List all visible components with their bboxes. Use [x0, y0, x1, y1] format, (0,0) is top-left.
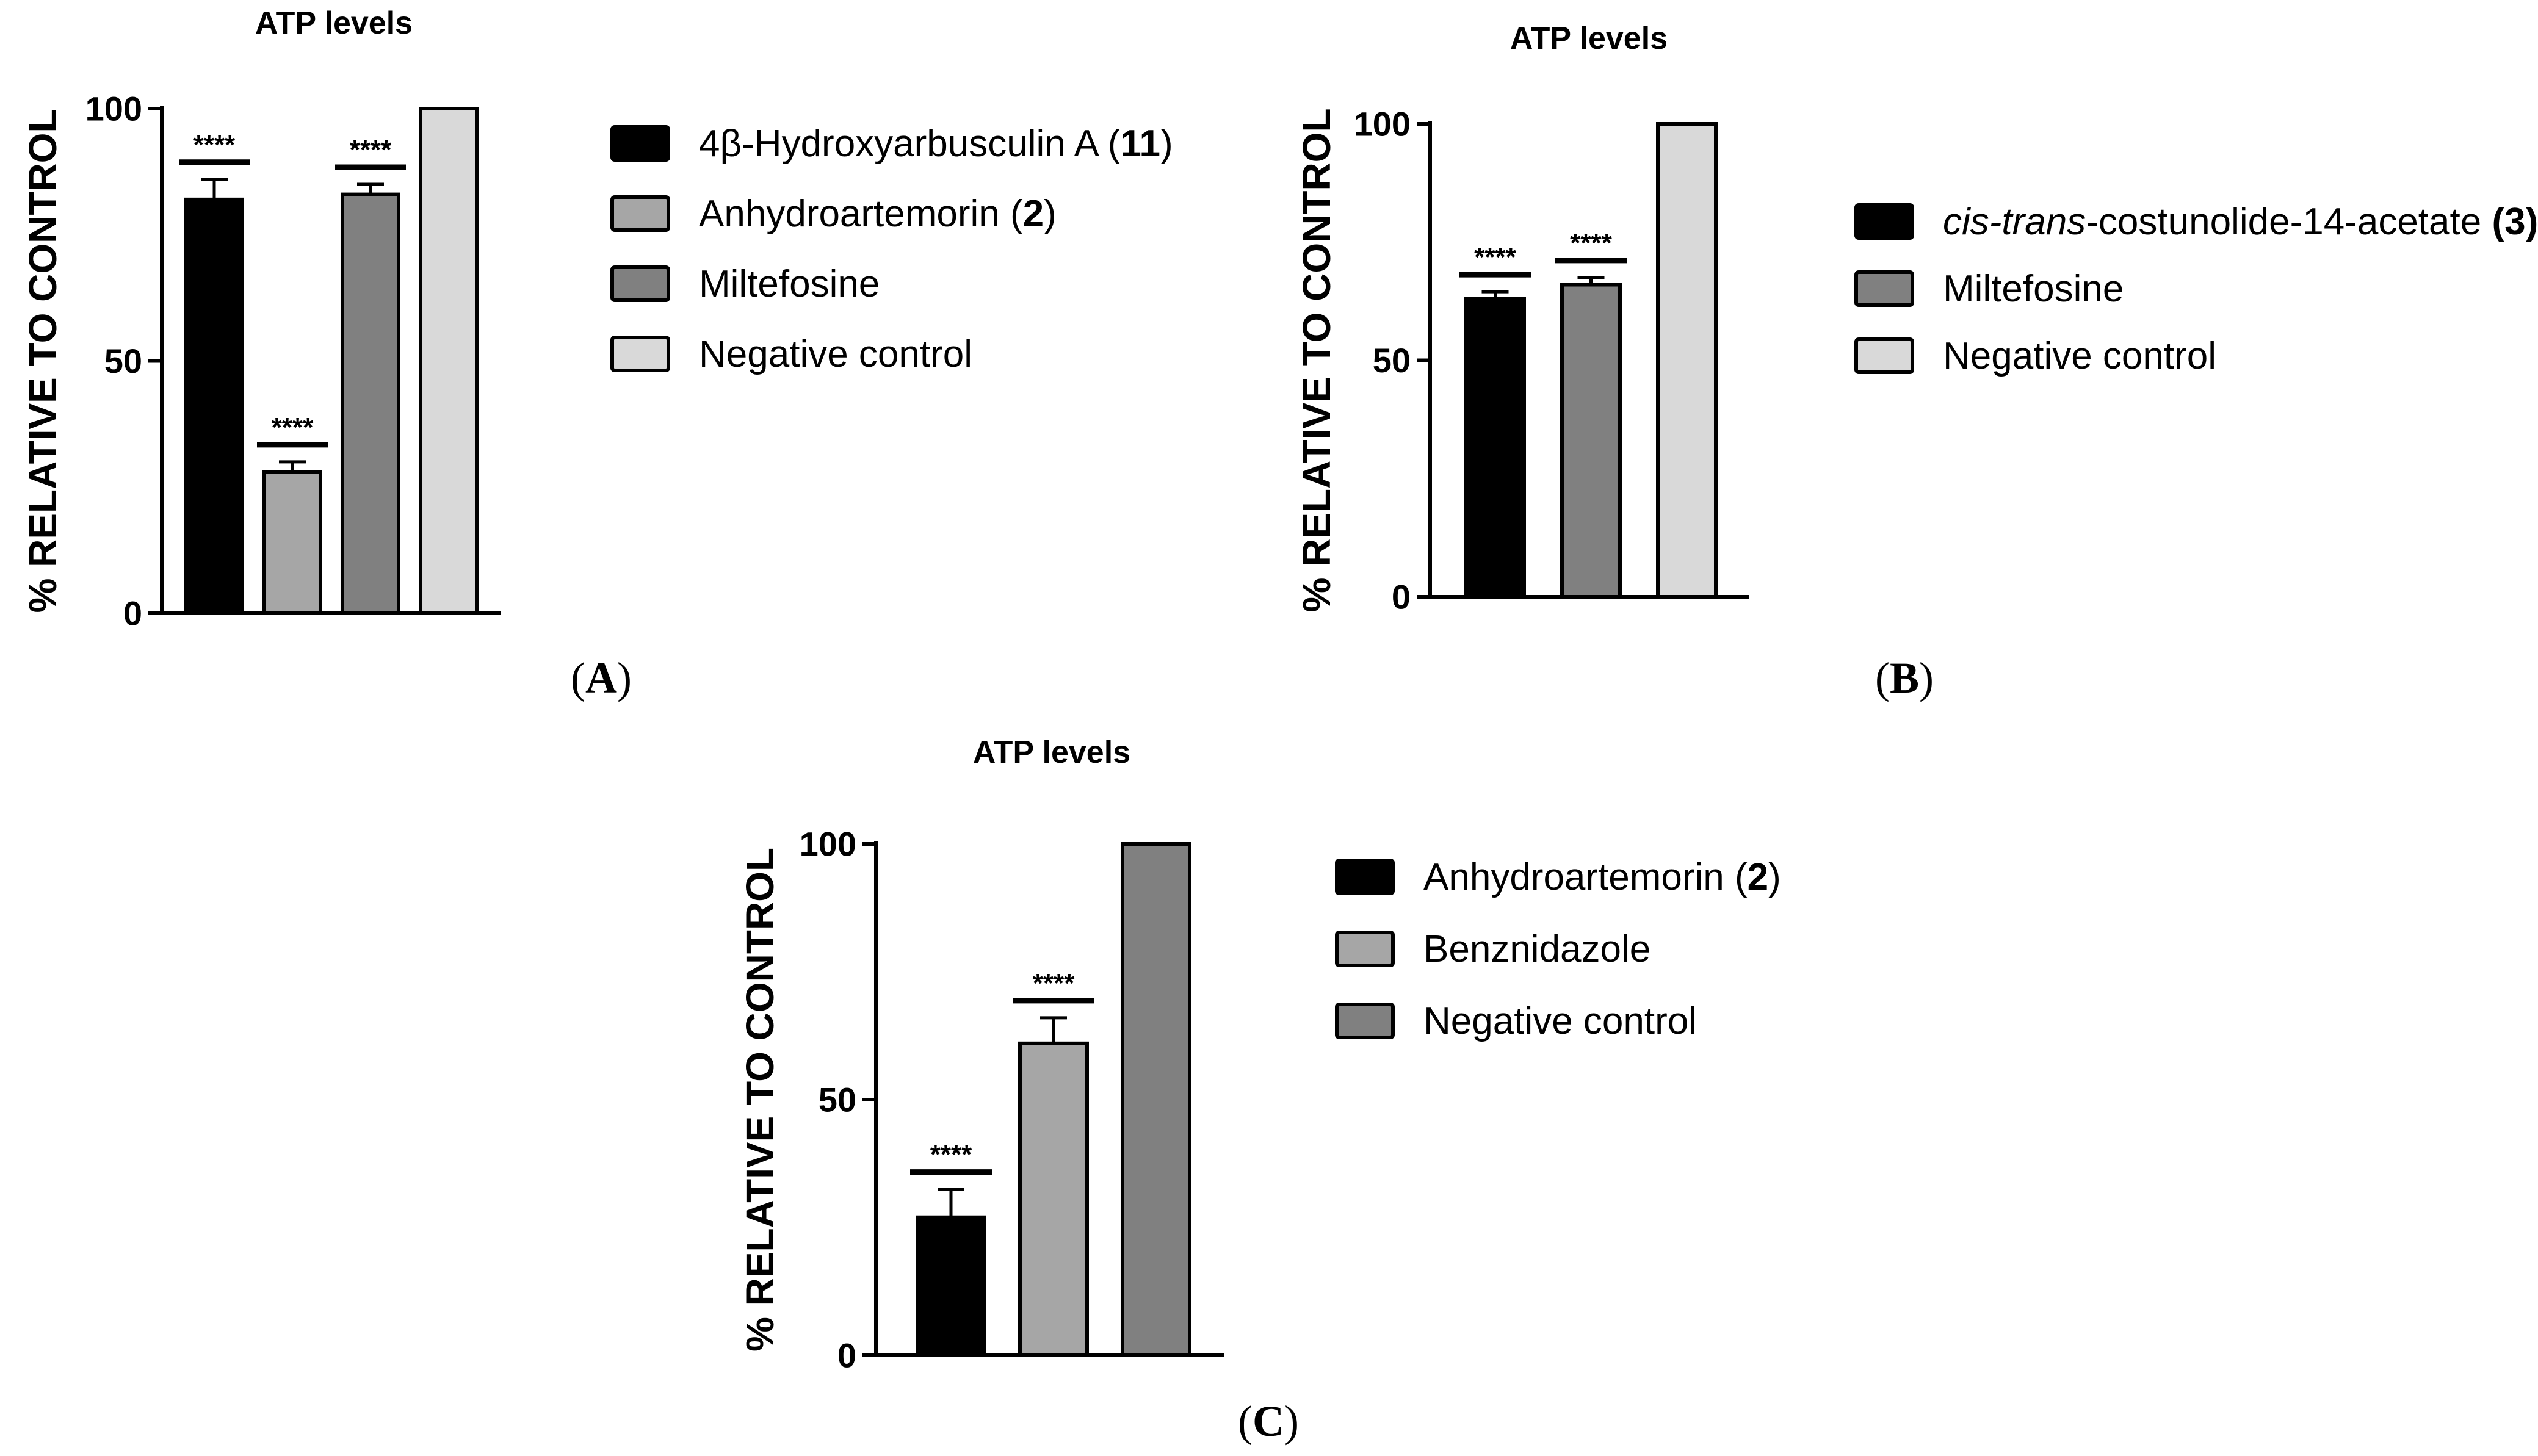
panel-label-letter: A: [585, 654, 617, 702]
legend-label: Negative control: [1943, 335, 2216, 377]
significance-marker: ****: [350, 135, 392, 165]
legend-swatch: [1854, 270, 1914, 307]
bar: [1121, 842, 1191, 1357]
chart-title: ATP levels: [255, 5, 413, 41]
legend-entry: Benznidazole: [1335, 928, 1650, 970]
legend-label-bold: (3): [2492, 201, 2538, 243]
chart-title: ATP levels: [973, 735, 1130, 770]
y-tick-label: 0: [837, 1336, 856, 1375]
legend-label-text: Anhydroartemorin (: [699, 193, 1023, 235]
y-axis-label: % RELATIVE TO CONTROL: [21, 109, 65, 613]
legend-label-text: Negative control: [1943, 335, 2216, 377]
chart-title: ATP levels: [1510, 21, 1668, 56]
legend-entry: Miltefosine: [1854, 268, 2124, 310]
bar: [184, 197, 244, 615]
legend-swatch: [1335, 859, 1395, 895]
legend-label-text: Negative control: [699, 333, 972, 375]
legend-swatch: [610, 336, 670, 372]
bar: [1560, 283, 1622, 599]
legend-label-text: Miltefosine: [699, 263, 880, 305]
significance-marker: ****: [193, 130, 236, 160]
legend-entry: Anhydroartemorin (2): [1335, 856, 1781, 898]
legend-label: 4β-Hydroxyarbusculin A (11): [699, 123, 1173, 165]
legend-entry: Anhydroartemorin (2): [610, 193, 1057, 235]
bar: [1018, 1041, 1089, 1357]
y-tick-label: 50: [104, 342, 142, 380]
panel-label-open: (: [1238, 1397, 1253, 1446]
legend-entry: Miltefosine: [610, 263, 880, 305]
y-tick-label: 0: [123, 594, 142, 633]
chart-panel-a: ATP levels % RELATIVE TO CONTROL 0 50 100 ***…: [21, 5, 1173, 702]
legend-label: Anhydroartemorin (2): [699, 193, 1057, 235]
legend-entry: cis-trans-costunolide-14-acetate (3): [1854, 201, 2538, 243]
legend-label: Negative control: [699, 333, 972, 375]
significance-marker: ****: [1570, 228, 1612, 258]
legend-label: Anhydroartemorin (2): [1423, 856, 1781, 898]
legend-label-bold: 11: [1120, 123, 1160, 165]
legend-entry: 4β-Hydroxyarbusculin A (11): [610, 123, 1173, 165]
legend-entry: Negative control: [610, 333, 972, 375]
legend-label-text: Benznidazole: [1423, 928, 1650, 970]
y-tick-label: 100: [85, 90, 142, 128]
panel-label-letter: C: [1253, 1397, 1284, 1446]
legend-swatch: [1854, 203, 1914, 240]
legend-label: Benznidazole: [1423, 928, 1650, 970]
bar: [341, 192, 400, 615]
y-tick-label: 0: [1392, 578, 1411, 616]
legend-swatch: [610, 125, 670, 162]
legend-label-italic: cis-trans: [1943, 201, 2086, 243]
y-tick-label: 100: [1354, 105, 1411, 143]
legend-swatch: [1854, 337, 1914, 374]
significance-marker: ****: [930, 1140, 972, 1170]
panel-label-open: (: [571, 654, 585, 702]
significance-marker: ****: [1474, 242, 1516, 272]
legend-entry: Negative control: [1335, 1000, 1697, 1042]
panel-label-close: ): [617, 654, 632, 702]
legend-label-text: Negative control: [1423, 1000, 1697, 1042]
y-tick-label: 50: [1373, 341, 1411, 380]
significance-marker: ****: [272, 413, 314, 442]
legend-label-text: Anhydroartemorin (: [1423, 856, 1748, 898]
panel-label: (A): [571, 654, 632, 702]
legend-label: Negative control: [1423, 1000, 1697, 1042]
legend-label-text: 4β-Hydroxyarbusculin A (: [699, 123, 1121, 165]
legend-swatch: [1335, 1003, 1395, 1039]
legend-label: Miltefosine: [699, 263, 880, 305]
legend-label-text: -costunolide-14-acetate: [2086, 201, 2492, 243]
bar: [1464, 297, 1526, 599]
y-tick-label: 50: [819, 1081, 856, 1119]
legend-swatch: [610, 265, 670, 302]
legend-swatch: [1335, 931, 1395, 967]
legend-label-bold: 2: [1023, 193, 1044, 235]
bar: [1656, 122, 1718, 599]
chart-panel-c: ATP levels % RELATIVE TO CONTROL 0 50 100 ***…: [738, 735, 1781, 1446]
legend-label-text: ): [1160, 123, 1173, 165]
bar: [419, 107, 479, 615]
legend-label-text: ): [1044, 193, 1057, 235]
significance-marker: ****: [1033, 968, 1075, 998]
legend-entry: Negative control: [1854, 335, 2216, 377]
panel-label-close: ): [1284, 1397, 1299, 1446]
y-axis-label: % RELATIVE TO CONTROL: [738, 848, 782, 1352]
chart-panel-b: ATP levels % RELATIVE TO CONTROL 0 50 100 ***…: [1295, 21, 2538, 702]
bar: [262, 470, 322, 615]
legend-label-text: Miltefosine: [1943, 268, 2124, 310]
panel-label-open: (: [1875, 654, 1890, 702]
legend-swatch: [610, 195, 670, 232]
y-tick-label: 100: [800, 825, 856, 863]
bar: [916, 1215, 986, 1357]
panel-label: (B): [1875, 654, 1934, 702]
legend-label-bold: 2: [1748, 856, 1768, 898]
panel-label-close: ): [1919, 654, 1934, 702]
panel-label-letter: B: [1890, 654, 1919, 702]
legend-label: Miltefosine: [1943, 268, 2124, 310]
y-axis-label: % RELATIVE TO CONTROL: [1295, 108, 1339, 612]
panel-label: (C): [1238, 1397, 1299, 1446]
legend-label: cis-trans-costunolide-14-acetate (3): [1943, 201, 2538, 243]
legend-label-text: ): [1768, 856, 1781, 898]
